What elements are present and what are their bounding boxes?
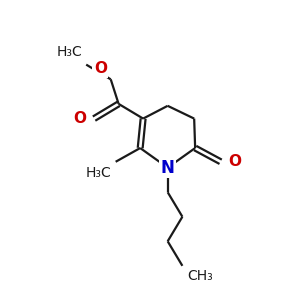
Text: CH₃: CH₃	[187, 269, 213, 283]
Text: O: O	[229, 154, 242, 169]
Text: H₃C: H₃C	[86, 166, 112, 180]
Text: O: O	[94, 61, 107, 76]
Text: O: O	[73, 111, 86, 126]
Text: N: N	[161, 159, 175, 177]
Text: H₃C: H₃C	[56, 45, 82, 59]
